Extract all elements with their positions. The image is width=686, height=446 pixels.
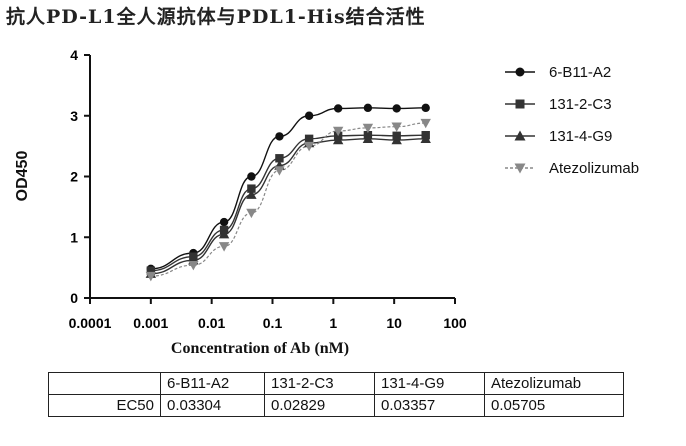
y-tick-label: 1: [70, 229, 78, 245]
table-header-cell: 131-4-G9: [374, 372, 485, 395]
data-point-131-4-G9: [420, 133, 431, 144]
y-tick-label: 3: [70, 108, 78, 124]
data-point-131-4-G9: [218, 229, 230, 239]
table-corner-cell: [48, 372, 161, 395]
data-point-Atezolizumab: [218, 242, 230, 252]
y-tick-label: 4: [70, 47, 78, 63]
table-cell: 0.05705: [484, 394, 624, 417]
data-point-131-4-G9: [391, 134, 402, 145]
data-point-131-4-G9: [332, 134, 344, 145]
data-point-6-B11-A2: [219, 217, 229, 227]
data-point-Atezolizumab: [391, 122, 402, 132]
x-tick-label: 1: [329, 315, 337, 331]
data-point-6-B11-A2: [363, 103, 373, 113]
legend-label: 6-B11-A2: [549, 64, 611, 81]
data-point-6-B11-A2: [247, 172, 256, 181]
table-header-cell: 131-2-C3: [264, 372, 375, 395]
y-axis-label: OD450: [14, 150, 31, 202]
table-header-cell: Atezolizumab: [484, 372, 624, 395]
x-axis-label: Concentration of Ab (nM): [170, 340, 350, 357]
table-header-cell: 6-B11-A2: [160, 372, 265, 395]
x-tick-label: 100: [443, 315, 467, 331]
data-point-6-B11-A2: [421, 103, 430, 113]
legend-label: Atezolizumab: [549, 160, 639, 177]
y-tick-label: 0: [70, 290, 78, 306]
table-row-label: EC50: [48, 394, 161, 417]
fit-curves: [150, 107, 426, 277]
data-point-Atezolizumab: [303, 141, 315, 152]
data-point-Atezolizumab: [274, 166, 285, 176]
ec50-table: 6-B11-A2 131-2-C3 131-4-G9 Atezolizumab …: [48, 372, 624, 417]
legend-marker-131-4-G9: [514, 130, 526, 141]
data-point-131-4-G9: [362, 133, 374, 144]
table-cell: 0.02829: [264, 394, 375, 417]
x-tick-label: 10: [386, 315, 402, 331]
data-point-131-4-G9: [246, 189, 257, 199]
table-cell: 0.03304: [160, 394, 265, 417]
data-markers: [145, 103, 431, 282]
fit-curve-131-2-C3: [150, 134, 426, 272]
data-point-Atezolizumab: [145, 271, 157, 282]
data-point-6-B11-A2: [333, 104, 343, 113]
x-tick-label: 0.0001: [69, 315, 112, 331]
legend-label: 131-4-G9: [549, 128, 612, 145]
table-header-row: 6-B11-A2 131-2-C3 131-4-G9 Atezolizumab: [48, 372, 624, 395]
y-tick-label: 2: [70, 169, 78, 185]
chart-title: 抗人PD-L1全人源抗体与PDL1-His结合活性: [6, 6, 426, 28]
data-point-6-B11-A2: [304, 111, 314, 120]
data-point-Atezolizumab: [188, 260, 199, 271]
legend-marker-Atezolizumab: [514, 163, 526, 174]
fit-curve-131-4-G9: [150, 138, 426, 275]
legend: 6-B11-A2 131-2-C3 131-4-G9 Atezolizumab: [505, 64, 639, 177]
data-point-6-B11-A2: [392, 104, 401, 113]
x-tick-label: 0.001: [133, 315, 168, 331]
data-point-Atezolizumab: [362, 123, 374, 134]
data-point-Atezolizumab: [420, 118, 431, 129]
x-tick-label: 0.01: [198, 315, 225, 331]
data-point-6-B11-A2: [275, 132, 284, 141]
fit-curve-6-B11-A2: [150, 107, 426, 270]
x-tick-label: 0.1: [263, 315, 283, 331]
legend-label: 131-2-C3: [549, 96, 612, 113]
data-point-131-2-C3: [247, 184, 256, 193]
legend-marker-131-2-C3: [515, 99, 525, 109]
data-point-Atezolizumab: [332, 126, 344, 137]
axes: 0.0001 0.001 0.01 0.1 1 10 100 0 1 2 3 4: [69, 47, 467, 331]
data-point-Atezolizumab: [246, 208, 257, 219]
table-cell: 0.03357: [374, 394, 485, 417]
data-point-131-2-C3: [275, 154, 284, 163]
legend-marker-6-B11-A2: [515, 67, 525, 77]
binding-curve-chart: 0.0001 0.001 0.01 0.1 1 10 100 0 1 2 3 4 6-B11-A2 13…: [69, 47, 639, 331]
table-row: EC50 0.03304 0.02829 0.03357 0.05705: [48, 394, 624, 417]
